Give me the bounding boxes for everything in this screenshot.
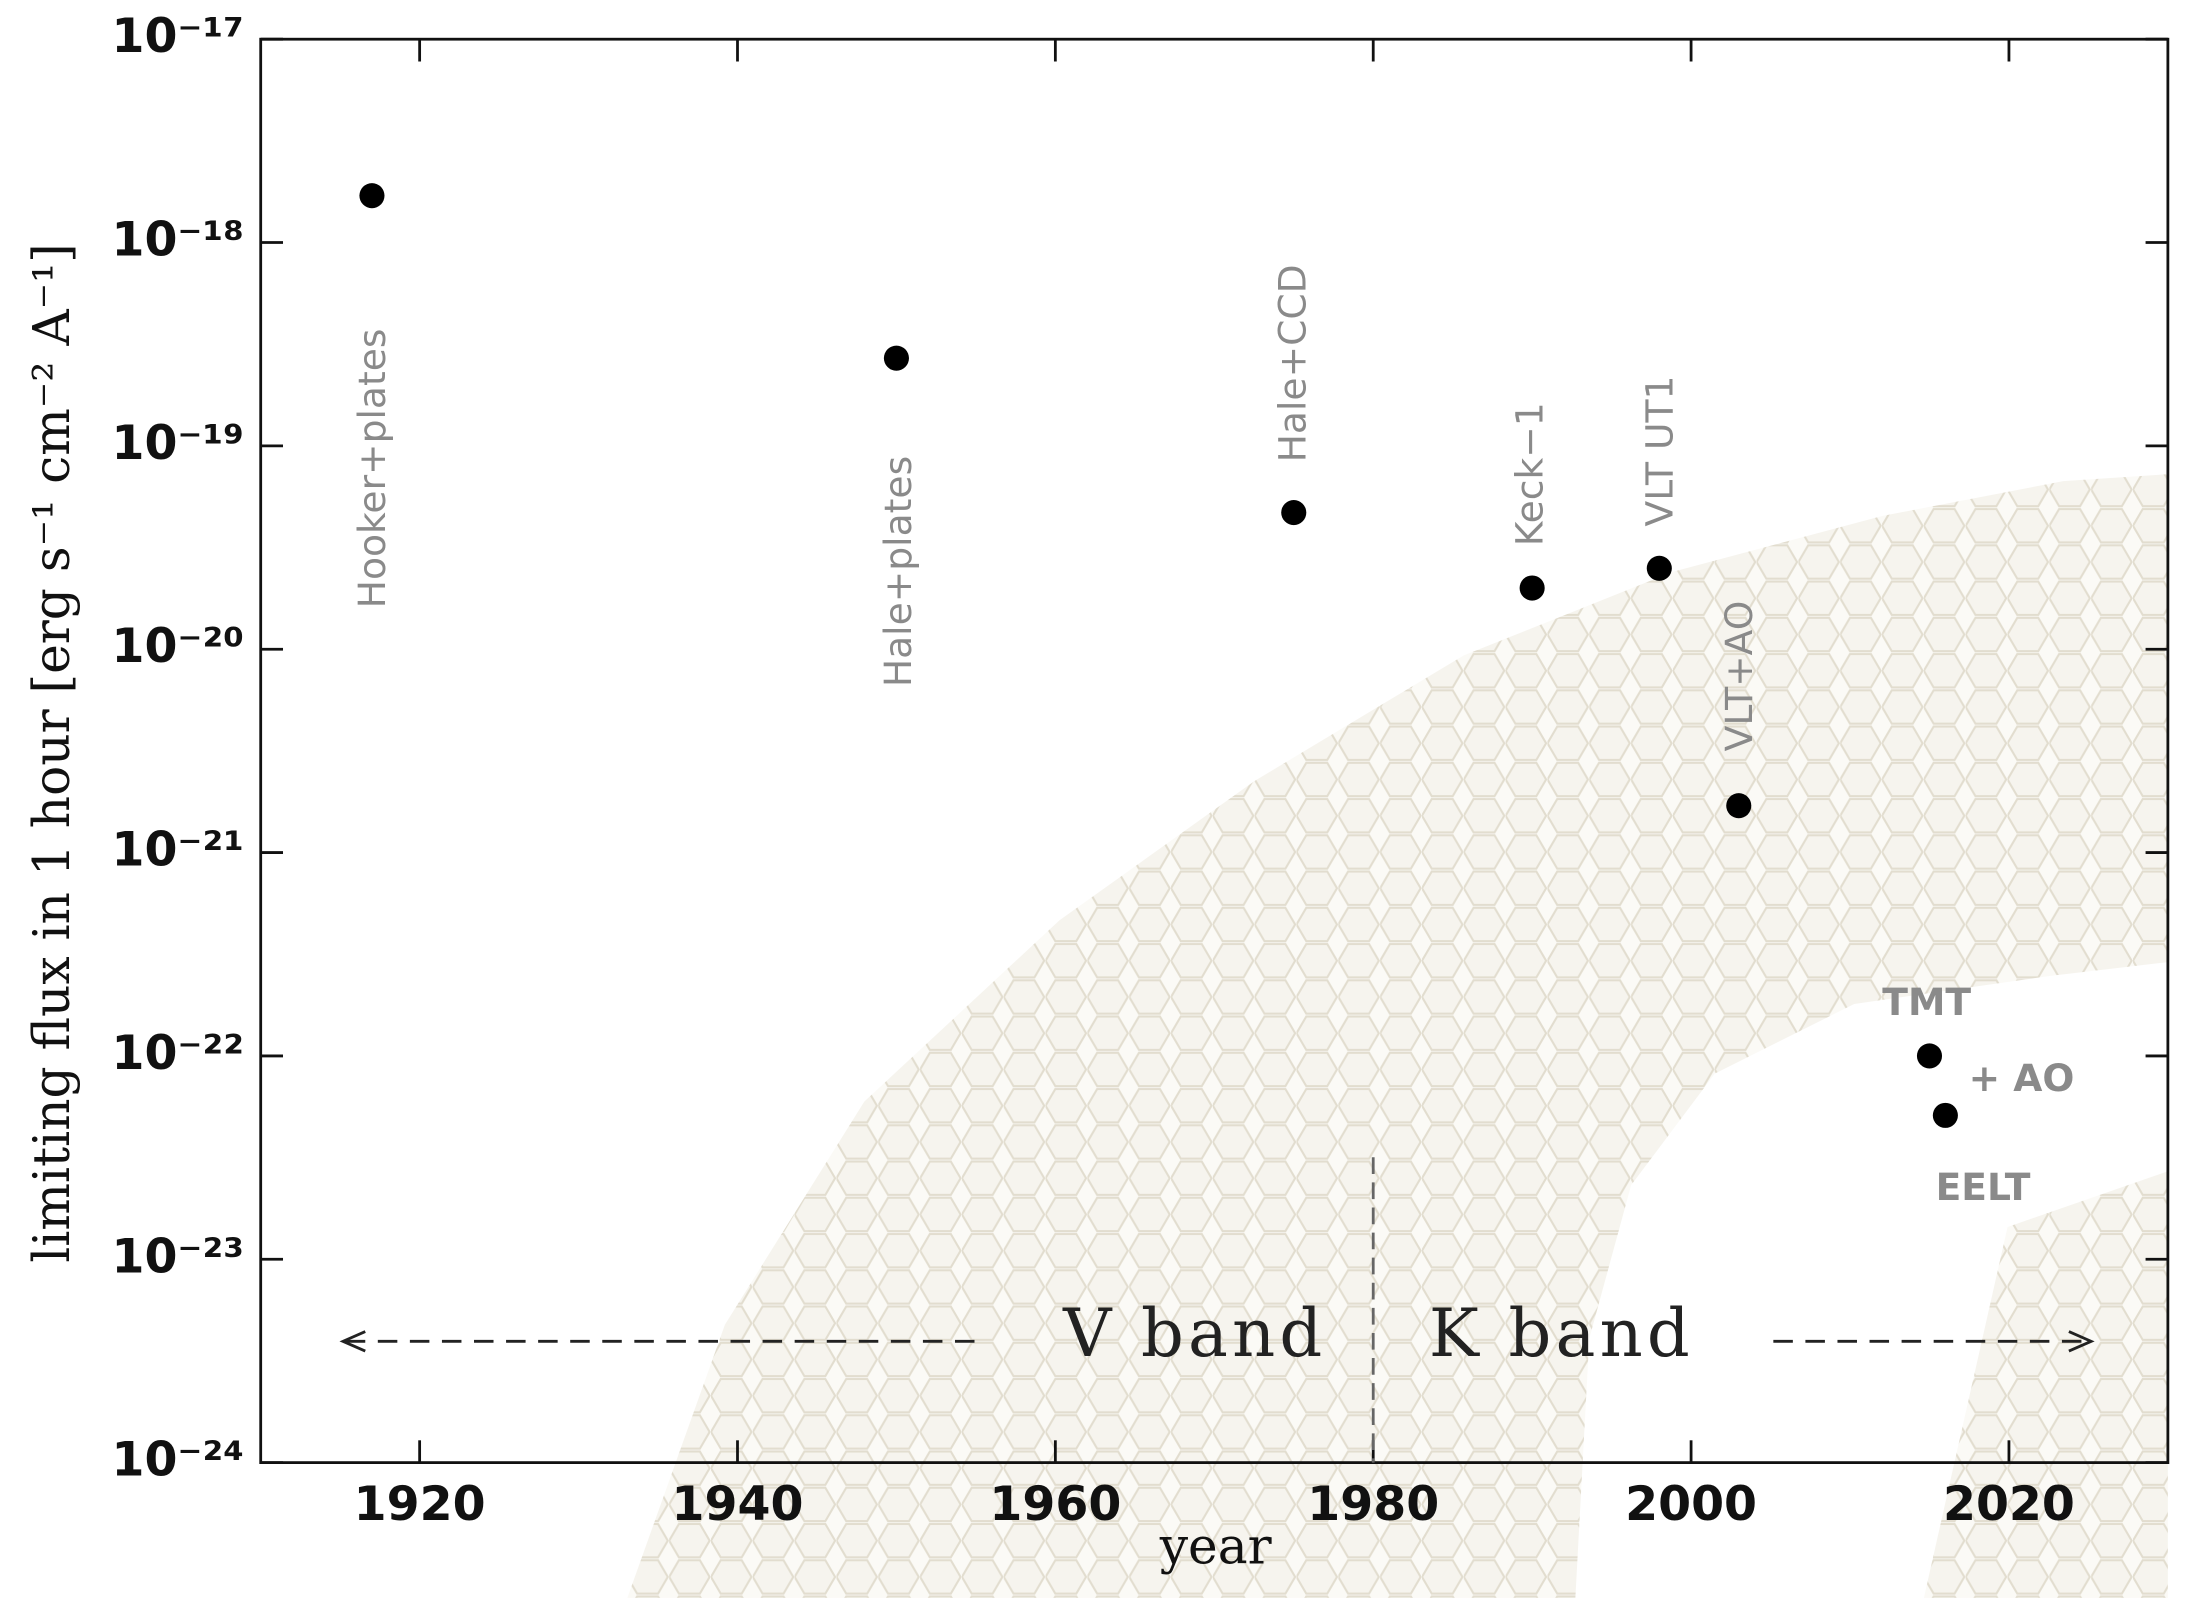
v-band-label: V band [1062,1294,1326,1372]
point-label: VLT+AO [1717,601,1761,752]
point-label: Hale+CCD [1271,264,1315,462]
y-tick-label: 10⁻²³ [111,1229,243,1284]
point [1932,1102,1958,1128]
y-tick-label: 10⁻²¹ [111,823,243,878]
mirror-pattern [627,474,2168,1598]
point [1519,575,1545,601]
point-label: Keck−1 [1508,402,1552,546]
y-tick-label: 10⁻¹⁷ [111,9,243,64]
y-tick-label: 10⁻²² [111,1026,243,1081]
x-tick-label: 1960 [989,1477,1121,1532]
point-label: Hale+plates [876,456,920,687]
point-label: TMT [1882,980,1971,1024]
point [1281,500,1307,526]
point [359,183,385,209]
y-tick-label: 10⁻²⁴ [111,1433,243,1488]
y-tick-label: 10⁻¹⁹ [111,416,243,471]
plot-frame [259,37,2170,1465]
point-label: Hooker+plates [350,329,394,609]
arrow-head [339,1330,366,1353]
point [883,345,909,371]
y-tick-label: 10⁻²⁰ [111,619,243,674]
arrow-head [2068,1330,2095,1353]
ao-label: + AO [1969,1056,2075,1100]
point-label: VLT UT1 [1638,376,1682,527]
point-label: EELT [1936,1165,2031,1209]
x-tick-label: 1920 [354,1477,486,1532]
point [1726,793,1752,819]
point [1646,555,1672,581]
k-band-label: K band [1429,1294,1694,1372]
point [1916,1043,1943,1069]
y-tick-label: 10⁻¹⁸ [111,213,243,268]
x-tick-label: 2020 [1943,1477,2075,1532]
x-tick-label: 1940 [672,1477,804,1532]
x-tick-label: 2000 [1625,1477,1757,1532]
y-axis-label: limiting flux in 1 hour [erg s⁻¹ cm⁻² A⁻… [22,243,81,1262]
x-tick-label: 1980 [1307,1477,1439,1532]
x-axis-label: year [1159,1516,1272,1575]
